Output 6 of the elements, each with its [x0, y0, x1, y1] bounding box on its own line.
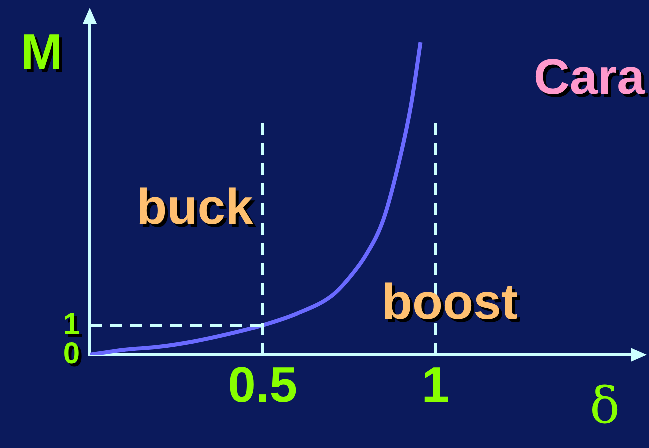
- y-axis-title: M: [24, 26, 66, 83]
- annotation: boost: [384, 276, 522, 333]
- x-tick-label: 0.5: [228, 356, 298, 413]
- y-tick-label: 0: [66, 340, 83, 374]
- x-axis-title: δ: [590, 376, 620, 435]
- annotation: Cara: [536, 52, 649, 108]
